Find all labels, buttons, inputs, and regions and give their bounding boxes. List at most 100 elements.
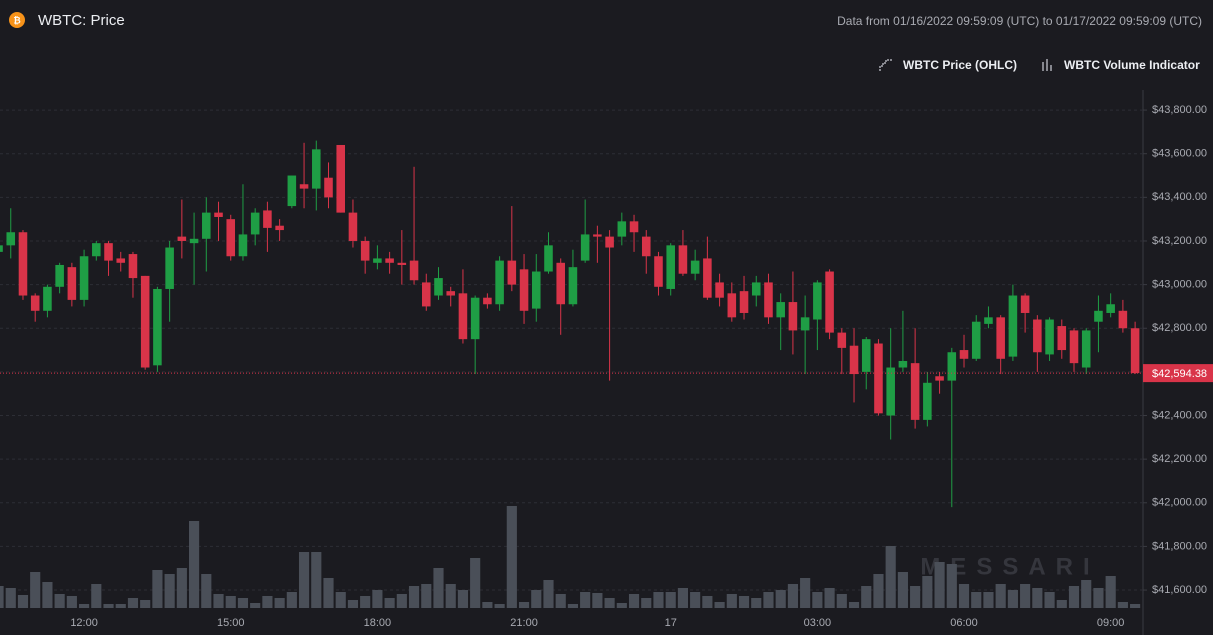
y-tick-label: $42,200.00 (1152, 453, 1207, 465)
volume-bar (665, 592, 676, 608)
candle-body (238, 234, 248, 257)
y-tick-label: $43,000.00 (1152, 279, 1207, 291)
volume-bar (225, 596, 236, 608)
volume-bar (812, 592, 823, 608)
volume-bar (79, 604, 90, 608)
candle-body (641, 236, 651, 257)
candle-body (837, 332, 847, 348)
legend-icon (879, 59, 892, 71)
candle-body (287, 175, 297, 207)
candle-body (275, 225, 284, 231)
volume-bar (751, 598, 762, 608)
candle-body (996, 317, 1005, 359)
candle-body (92, 243, 101, 257)
volume-bar (555, 594, 566, 608)
y-tick-label: $42,800.00 (1152, 322, 1207, 334)
candle-body (898, 360, 908, 368)
candle-body (923, 382, 932, 420)
candle-body (959, 350, 969, 359)
coin-icon-glyph: ₿ (13, 15, 20, 25)
candle-body (751, 282, 761, 296)
volume-bar (17, 595, 29, 608)
volume-bar (873, 574, 884, 608)
candle-body (1106, 304, 1115, 313)
candle-body (519, 269, 529, 311)
volume-bar (910, 586, 921, 608)
candle-body (312, 149, 321, 189)
candle-body (18, 232, 28, 296)
y-tick-label: $41,600.00 (1152, 584, 1207, 596)
candle-body (1118, 310, 1128, 329)
candle-body (1130, 328, 1140, 374)
volume-bar (702, 596, 713, 608)
volume-bar (506, 506, 517, 608)
volume-bar (457, 590, 469, 608)
volume-bar (335, 592, 346, 608)
y-tick-label: $43,400.00 (1152, 191, 1207, 203)
volume-bar (201, 574, 212, 608)
volume-bar (1105, 576, 1116, 608)
volume-bar (372, 590, 383, 608)
volume-bar (1056, 600, 1067, 608)
volume-bar (787, 584, 798, 608)
legend-entry[interactable]: WBTC Volume Indicator (1064, 58, 1200, 72)
volume-bar (958, 584, 970, 608)
volume-bar (298, 552, 310, 608)
volume-bar (188, 521, 200, 608)
volume-bar (1044, 592, 1055, 608)
candle-body (140, 275, 150, 368)
volume-bar (262, 596, 273, 608)
candle-body (116, 258, 126, 263)
candle-body (813, 282, 822, 320)
candle-body (202, 212, 211, 239)
candle-body (0, 245, 3, 252)
candle-body (715, 282, 724, 298)
legend-entry[interactable]: WBTC Price (OHLC) (903, 58, 1017, 72)
volume-bar (690, 592, 701, 608)
last-price-box (1143, 364, 1213, 383)
candle-body (507, 260, 517, 285)
candle-body (299, 184, 309, 189)
volume-bar (677, 588, 689, 608)
x-tick-label: 15:00 (217, 617, 245, 629)
volume-bar (800, 578, 811, 608)
candle-body (666, 245, 675, 289)
volume-bar (604, 598, 615, 608)
volume-bar (1081, 580, 1092, 608)
candle-body (861, 339, 871, 372)
candle-body (1033, 319, 1042, 353)
candle-body (128, 254, 138, 279)
volume-bar (274, 598, 285, 608)
candle-body (446, 291, 455, 296)
candle-body (764, 282, 773, 318)
y-tick-label: $43,800.00 (1152, 104, 1207, 116)
candle-body (397, 262, 407, 265)
volume-bar (983, 592, 994, 608)
candle-body (373, 258, 382, 263)
volume-bar (470, 558, 481, 608)
candle-body (1008, 295, 1018, 357)
candle-body (177, 236, 187, 241)
y-tick-label: $43,200.00 (1152, 235, 1207, 247)
volume-bar (885, 546, 896, 608)
x-tick-label: 03:00 (804, 617, 832, 629)
candle-body (556, 262, 565, 305)
x-tick-label: 18:00 (364, 617, 392, 629)
candle-body (1020, 295, 1030, 313)
candle-body (409, 260, 419, 281)
volume-bar (213, 594, 224, 608)
candle-body (263, 210, 272, 228)
volume-bar (836, 594, 847, 608)
candle-body (434, 278, 443, 296)
candle-body (250, 212, 260, 235)
volume-bar (1007, 590, 1018, 608)
candle-body (385, 258, 394, 263)
volume-bar (1130, 604, 1141, 608)
volume-bar (445, 584, 456, 608)
candle-body (654, 256, 663, 287)
y-tick-label: $42,000.00 (1152, 497, 1207, 509)
candle-body (727, 293, 737, 318)
candle-body (348, 212, 358, 241)
legend: WBTC Price (OHLC) WBTC Volume Indicator (879, 58, 1200, 72)
